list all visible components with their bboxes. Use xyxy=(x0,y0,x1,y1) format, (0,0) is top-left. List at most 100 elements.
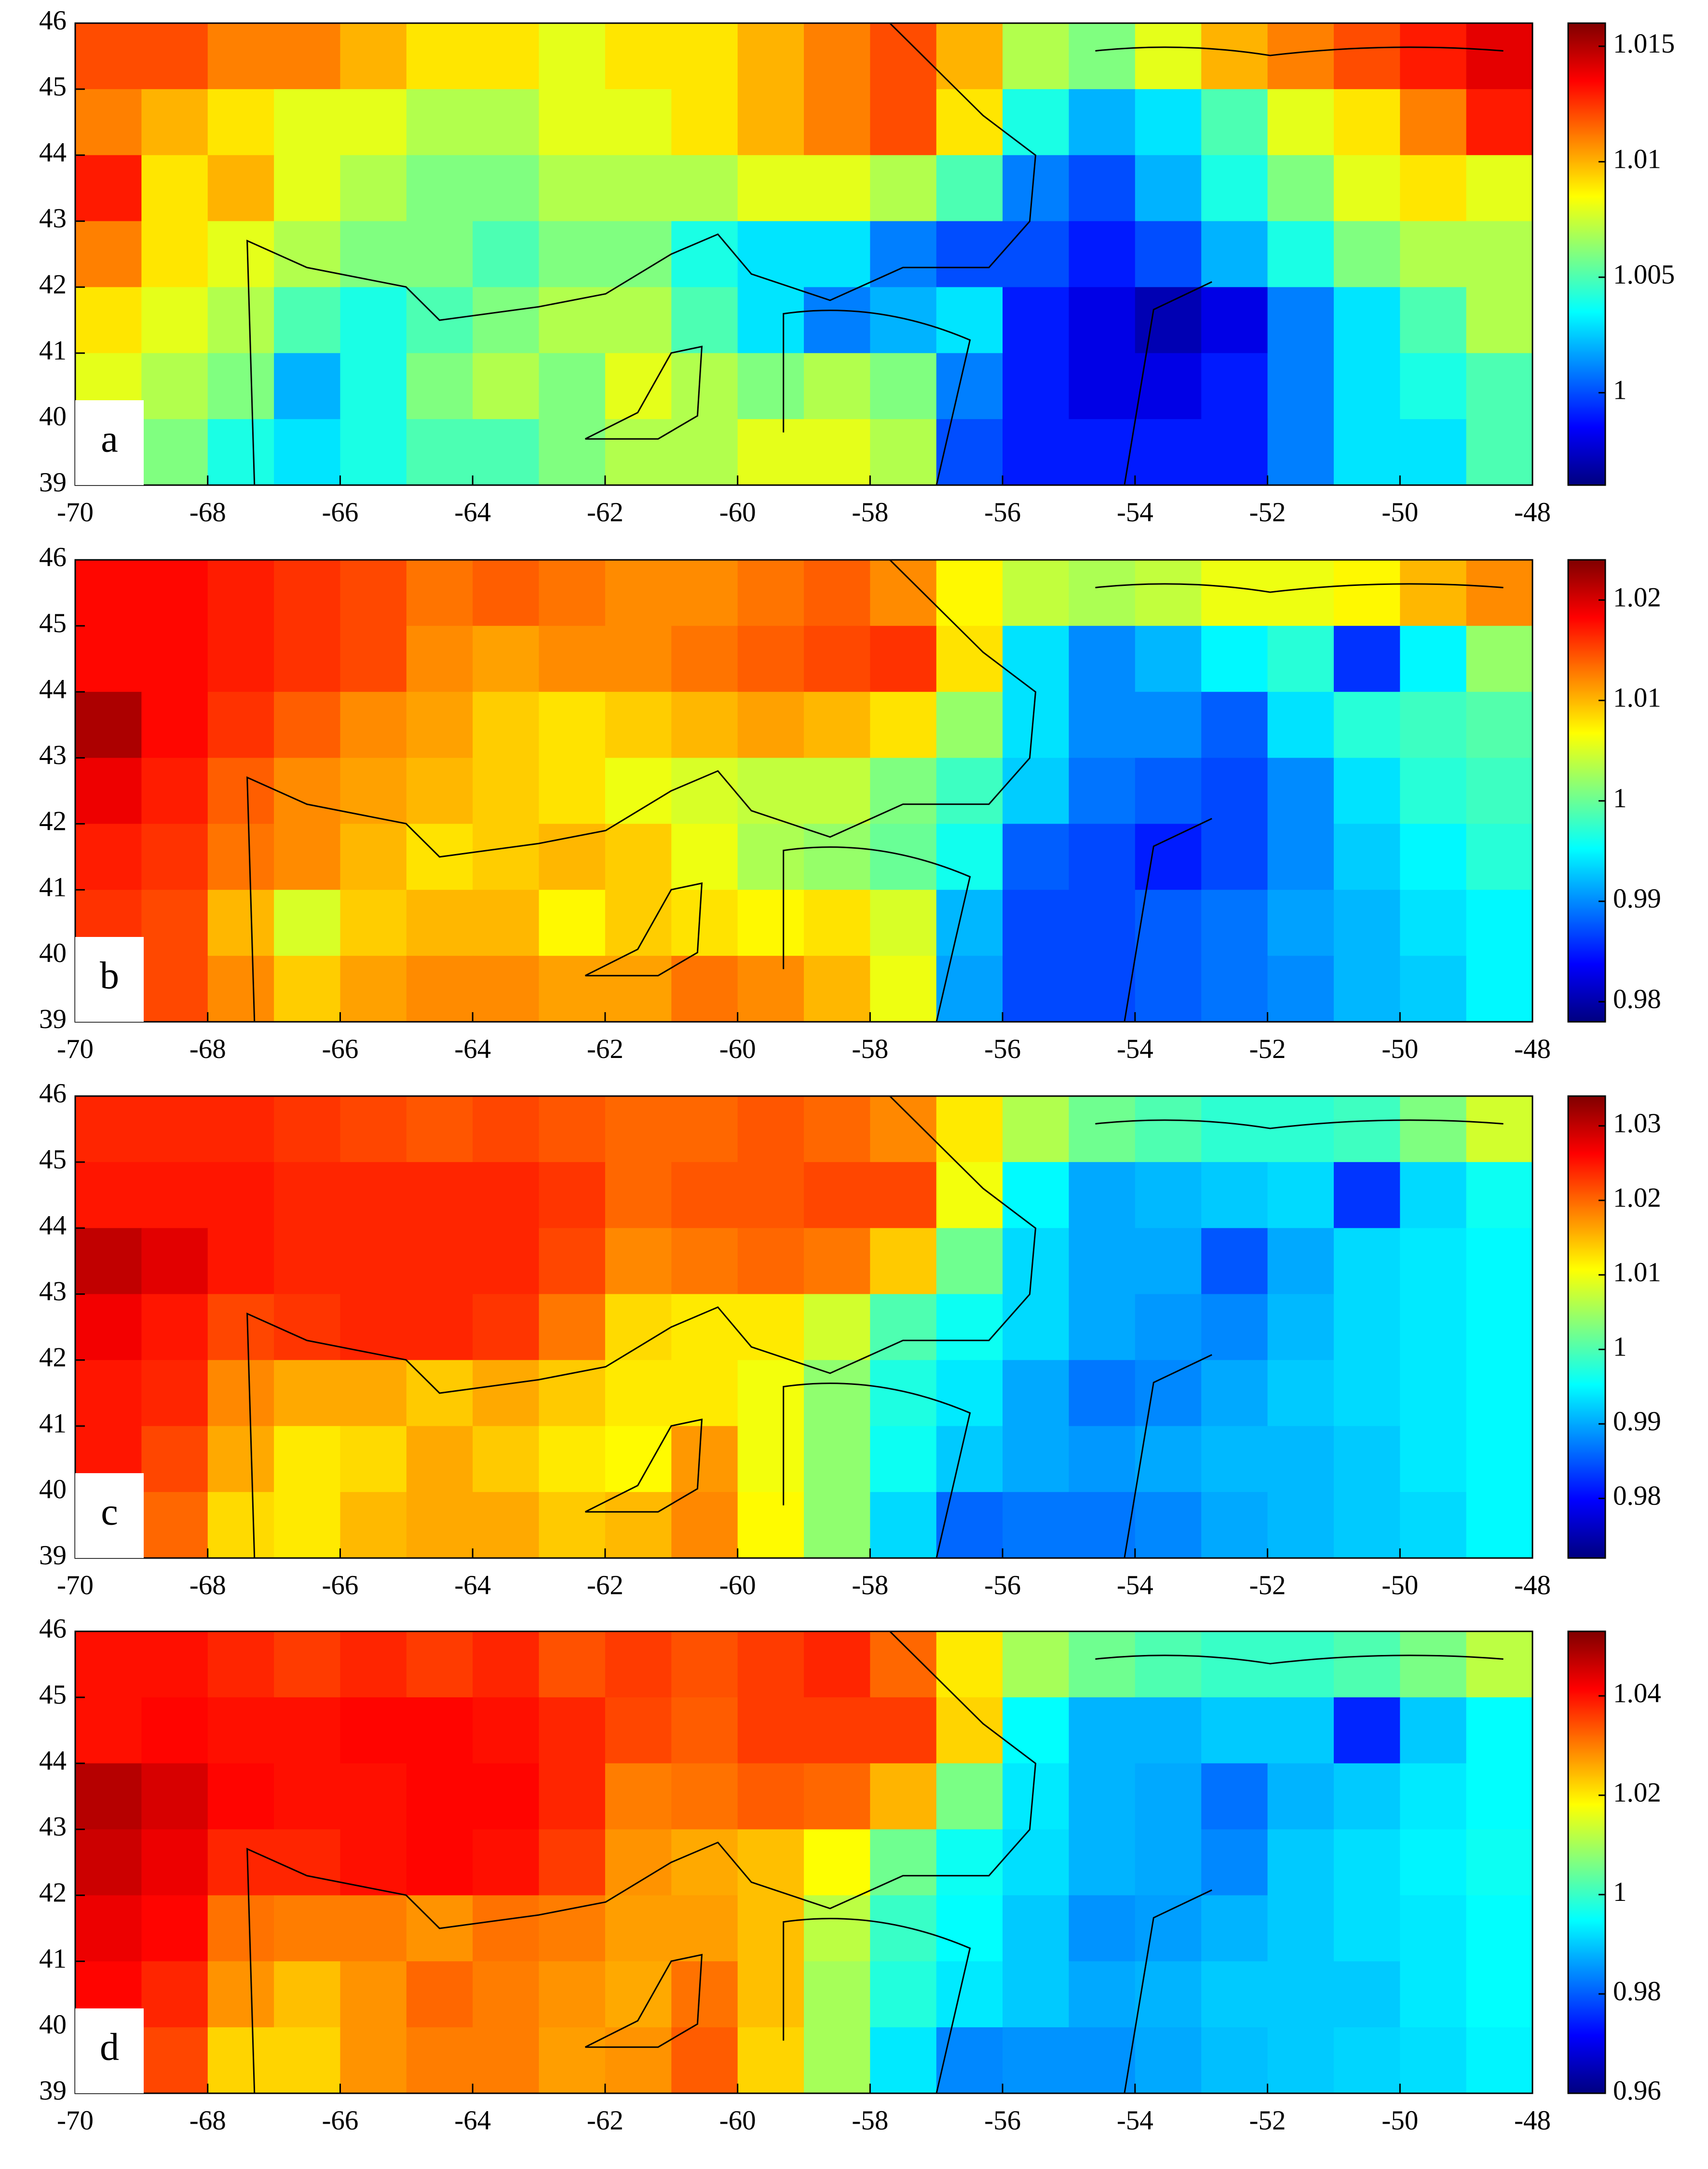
heat-cell xyxy=(1267,89,1334,156)
colorbar-tick-label: 0.98 xyxy=(1613,1480,1661,1511)
heat-cell xyxy=(804,287,871,354)
heat-cell xyxy=(671,89,738,156)
heat-cell xyxy=(1400,1492,1467,1559)
heat-cell xyxy=(1466,1162,1533,1229)
panel-label: b xyxy=(100,954,119,997)
x-tick-label: -56 xyxy=(984,2105,1021,2136)
heat-cell xyxy=(1333,1228,1401,1295)
heat-cell xyxy=(1400,287,1467,354)
x-tick-label: -68 xyxy=(190,2105,226,2136)
heat-cell xyxy=(1267,155,1334,222)
heat-cell xyxy=(539,625,606,692)
heat-cell xyxy=(671,956,738,1022)
panel-label-box xyxy=(75,2008,144,2093)
heat-cell xyxy=(870,1426,937,1493)
heat-cell xyxy=(274,353,341,420)
heat-cell xyxy=(1201,625,1268,692)
heat-cell xyxy=(1333,221,1401,288)
heat-cell xyxy=(539,956,606,1022)
heat-cell xyxy=(870,1228,937,1295)
heat-cell xyxy=(1003,560,1070,626)
colorbar-tick-label: 1.04 xyxy=(1613,1678,1661,1708)
heat-cell xyxy=(1069,1096,1136,1163)
heat-cell xyxy=(1333,1426,1401,1493)
heat-cell xyxy=(605,353,672,420)
heat-cell xyxy=(141,1294,208,1361)
colorbar-tick-label: 1.03 xyxy=(1613,1108,1661,1139)
heat-cell xyxy=(671,691,738,759)
heat-cell xyxy=(1400,1697,1467,1764)
heat-cell xyxy=(141,1697,208,1764)
heat-cell xyxy=(804,1631,871,1698)
heat-cell xyxy=(1135,560,1202,626)
heat-cell xyxy=(936,419,1003,486)
heat-cell xyxy=(207,1096,275,1163)
heat-cell xyxy=(737,1631,804,1698)
heat-cell xyxy=(274,758,341,825)
plot-frame xyxy=(74,559,1533,1023)
heat-cell xyxy=(1201,560,1268,626)
heat-cell xyxy=(75,824,142,891)
heat-cell xyxy=(1201,1763,1268,1830)
heat-cell xyxy=(737,1697,804,1764)
heat-cell xyxy=(75,1829,142,1896)
heat-cell xyxy=(340,1895,407,1962)
heat-cell xyxy=(207,1426,275,1493)
heat-cell xyxy=(1003,1228,1070,1295)
heat-cell xyxy=(75,1895,142,1962)
y-tick-label: 40 xyxy=(39,2009,67,2040)
heat-cell xyxy=(605,758,672,825)
heat-cell xyxy=(804,1697,871,1764)
heat-cell xyxy=(141,287,208,354)
heat-cell xyxy=(936,221,1003,288)
heat-cell xyxy=(870,1096,937,1163)
heat-cell xyxy=(141,2027,208,2094)
heat-cell xyxy=(1333,1294,1401,1361)
heat-cell xyxy=(1135,1961,1202,2028)
y-tick-label: 44 xyxy=(39,137,67,168)
heat-cell xyxy=(1069,1492,1136,1559)
heat-cell xyxy=(406,419,474,486)
heat-cell xyxy=(75,155,142,222)
heat-cell xyxy=(207,956,275,1022)
heat-cell xyxy=(936,956,1003,1022)
heat-cell xyxy=(1003,1096,1070,1163)
x-tick-label: -54 xyxy=(1117,1034,1153,1064)
panel-label-box xyxy=(75,1473,144,1558)
heat-cell xyxy=(340,1360,407,1427)
x-tick-label: -64 xyxy=(454,2105,491,2136)
plot-frame xyxy=(74,22,1533,486)
heat-cell xyxy=(804,1162,871,1229)
heat-cell xyxy=(340,824,407,891)
heat-cell xyxy=(473,221,540,288)
heat-cell xyxy=(473,1294,540,1361)
heat-cell xyxy=(1201,1426,1268,1493)
heat-cell xyxy=(1135,89,1202,156)
heat-cell xyxy=(605,1895,672,1962)
heat-cell xyxy=(539,1228,606,1295)
heat-cell xyxy=(207,758,275,825)
colorbar-tick-label: 0.96 xyxy=(1613,2075,1661,2106)
heat-cell xyxy=(539,560,606,626)
heat-cell xyxy=(1466,1961,1533,2028)
heat-cell xyxy=(1135,956,1202,1022)
heat-cell xyxy=(1333,1360,1401,1427)
heat-cell xyxy=(1267,1162,1334,1229)
heat-cell xyxy=(1267,221,1334,288)
heat-cell xyxy=(340,419,407,486)
heat-cell xyxy=(406,1426,474,1493)
heat-cell xyxy=(605,560,672,626)
x-tick-label: -54 xyxy=(1117,497,1153,528)
heat-cell xyxy=(1466,1829,1533,1896)
heat-cell xyxy=(870,1895,937,1962)
heat-cell xyxy=(737,1426,804,1493)
heat-cell xyxy=(1466,155,1533,222)
heat-cell xyxy=(274,287,341,354)
colorbar-tick-label: 0.98 xyxy=(1613,984,1661,1014)
heat-cell xyxy=(1400,890,1467,957)
heat-cell xyxy=(75,1631,142,1698)
panel-label: c xyxy=(101,1491,118,1533)
heat-cell xyxy=(1003,155,1070,222)
heat-cell xyxy=(1069,155,1136,222)
heat-cell xyxy=(141,23,208,90)
